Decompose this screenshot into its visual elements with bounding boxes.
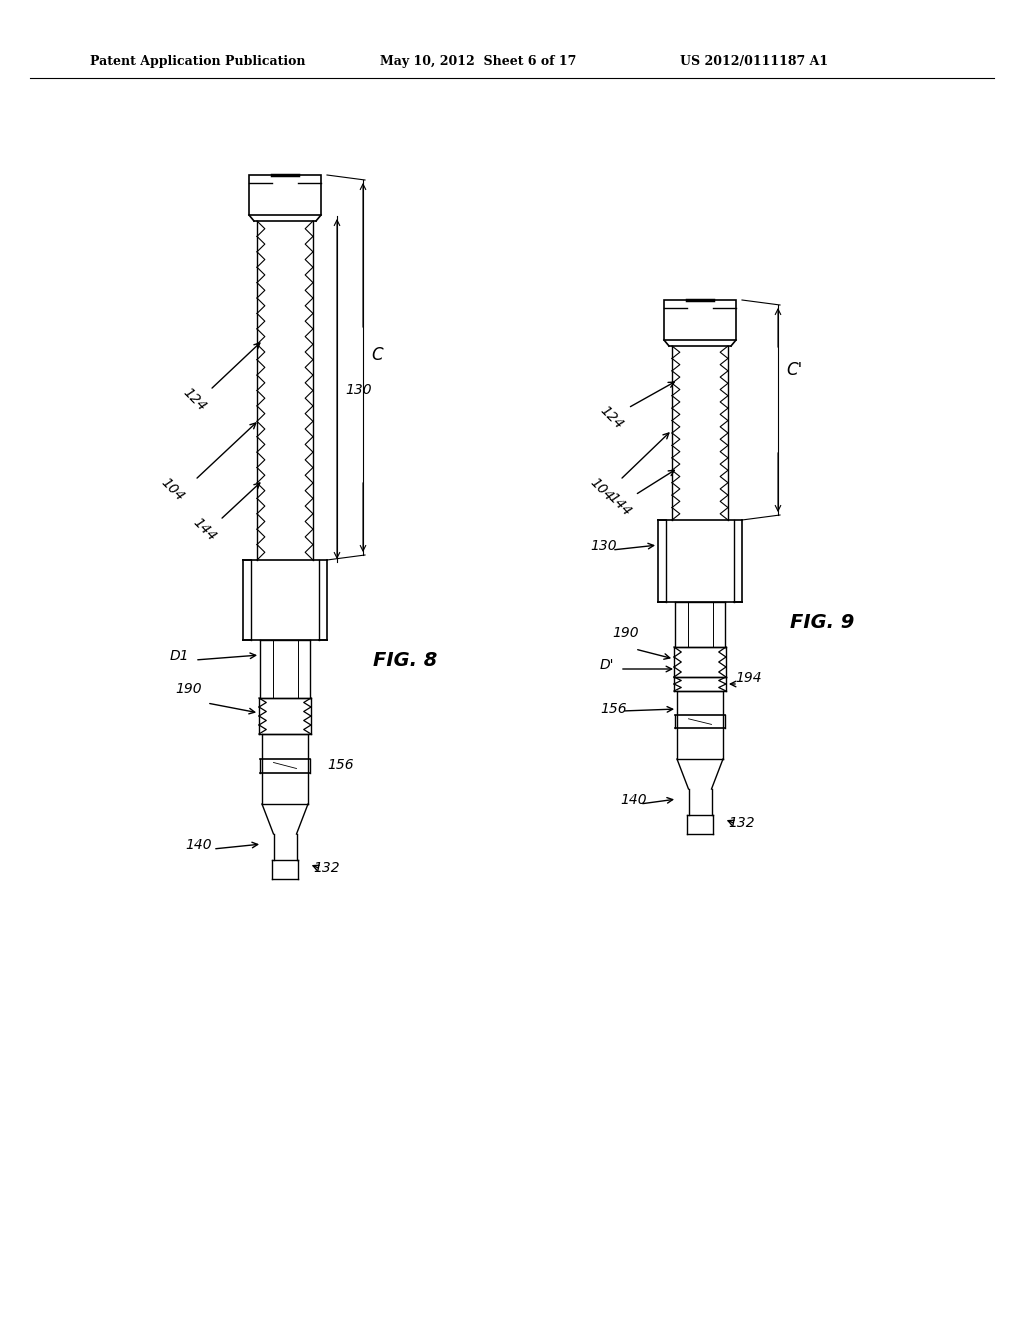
Text: D': D' xyxy=(600,657,614,672)
Text: 130: 130 xyxy=(590,539,616,553)
Text: 144: 144 xyxy=(605,491,634,519)
Text: 104: 104 xyxy=(588,475,616,504)
Text: US 2012/0111187 A1: US 2012/0111187 A1 xyxy=(680,55,828,69)
Text: FIG. 9: FIG. 9 xyxy=(790,612,854,631)
Text: May 10, 2012  Sheet 6 of 17: May 10, 2012 Sheet 6 of 17 xyxy=(380,55,577,69)
Text: Patent Application Publication: Patent Application Publication xyxy=(90,55,305,69)
Text: 130: 130 xyxy=(345,384,372,397)
Text: 190: 190 xyxy=(612,626,639,640)
Text: 156: 156 xyxy=(600,702,627,715)
Text: 140: 140 xyxy=(620,793,646,807)
Text: 132: 132 xyxy=(728,816,755,830)
Text: 190: 190 xyxy=(175,682,202,696)
Text: 124: 124 xyxy=(180,385,209,414)
Text: C: C xyxy=(371,346,383,364)
Text: 132: 132 xyxy=(313,861,340,875)
Text: 140: 140 xyxy=(185,838,212,851)
Text: 104: 104 xyxy=(159,475,187,504)
Text: 124: 124 xyxy=(598,404,627,433)
Text: FIG. 8: FIG. 8 xyxy=(373,651,437,669)
Text: D1: D1 xyxy=(170,649,189,663)
Text: 144: 144 xyxy=(190,516,219,544)
Text: C': C' xyxy=(786,360,802,379)
Text: 156: 156 xyxy=(327,758,353,772)
Text: 194: 194 xyxy=(735,671,762,685)
